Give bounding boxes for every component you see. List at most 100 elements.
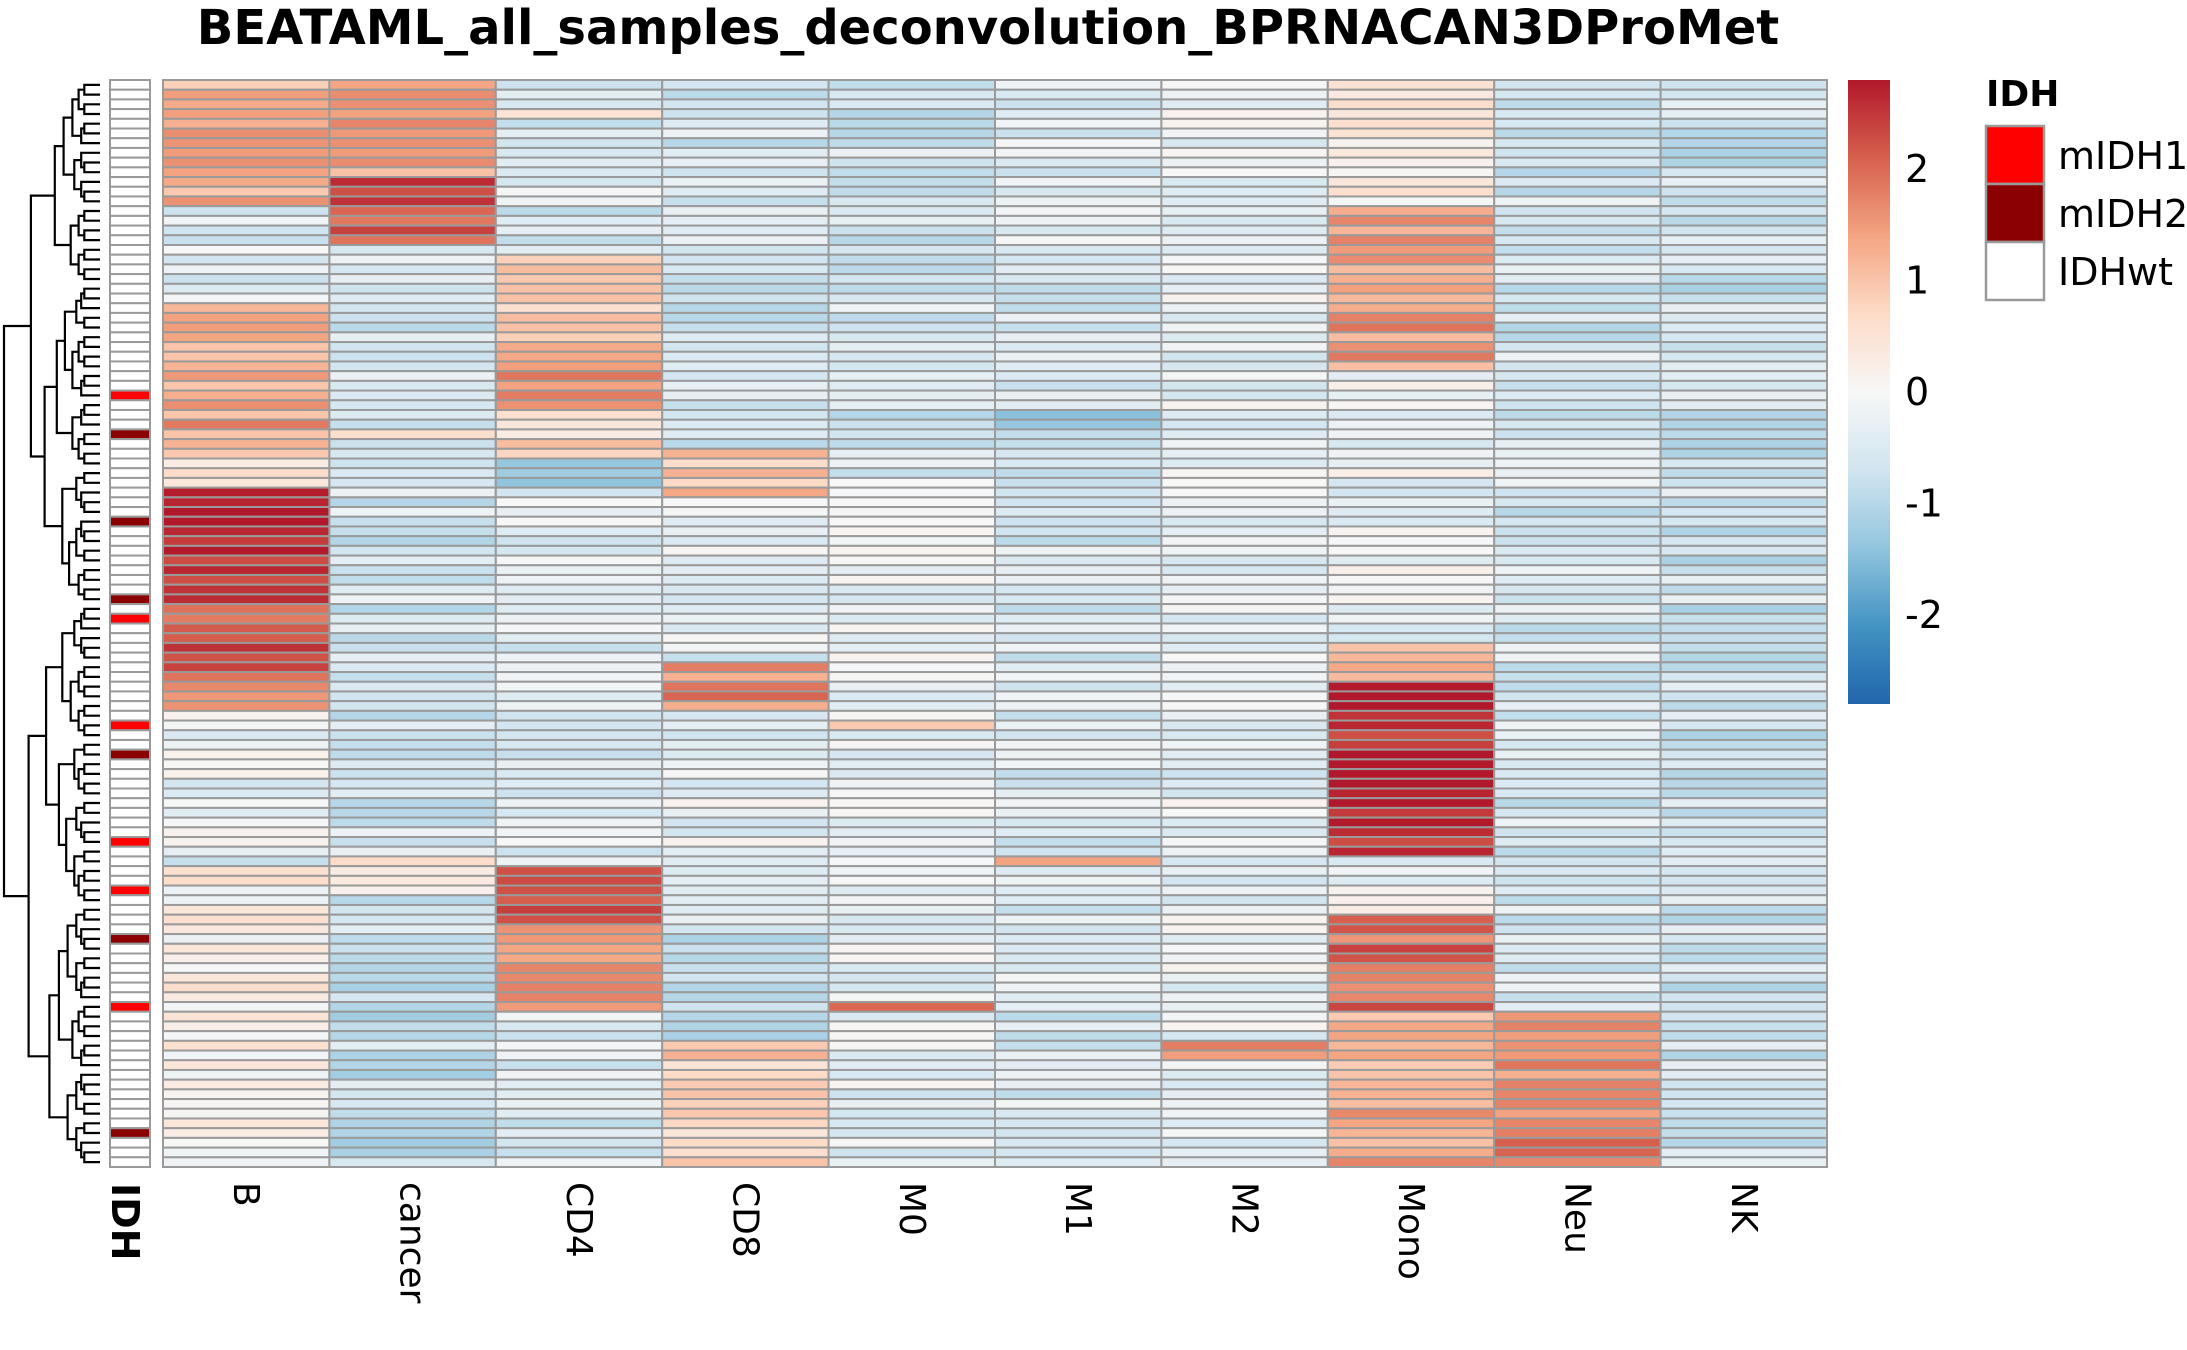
heatmap-cell (162, 127, 331, 140)
heatmap-cell (162, 787, 331, 800)
heatmap-cell (827, 816, 996, 829)
heatmap-cell (328, 603, 497, 615)
idh-annotation-cell (109, 311, 151, 324)
heatmap-cell (494, 224, 664, 237)
heatmap-cell (827, 234, 996, 246)
heatmap-cell (661, 865, 830, 877)
heatmap-cell (1493, 603, 1662, 615)
heatmap-cell (494, 797, 664, 809)
idh-annotation-cell (109, 1010, 151, 1023)
heatmap-cell (1160, 981, 1329, 994)
heatmap-cell (1160, 273, 1329, 285)
heatmap-cell (162, 777, 331, 790)
heatmap-cell (328, 865, 497, 877)
heatmap-cell (1160, 855, 1329, 868)
heatmap-cell (1326, 894, 1496, 906)
heatmap-cell (1659, 457, 1828, 470)
heatmap-cell (494, 651, 664, 664)
heatmap-cell (328, 661, 497, 674)
heatmap-cell (827, 903, 996, 916)
heatmap-cell (827, 719, 996, 732)
heatmap-cell (328, 1010, 497, 1023)
heatmap-cell (661, 263, 830, 276)
heatmap-cell (994, 855, 1163, 868)
heatmap-cell (494, 1088, 664, 1101)
heatmap-cell (1160, 787, 1329, 800)
heatmap-cell (1160, 185, 1329, 198)
heatmap-cell (328, 971, 497, 984)
heatmap-cell (827, 894, 996, 906)
heatmap-cell (494, 476, 664, 489)
heatmap-cell (661, 331, 830, 344)
heatmap-cell (994, 651, 1163, 664)
idh-annotation-cell (109, 98, 151, 111)
heatmap-cell (994, 389, 1163, 402)
heatmap-cell (661, 321, 830, 334)
heatmap-cell (494, 1107, 664, 1120)
heatmap-cell (1493, 700, 1662, 712)
heatmap-cell (162, 952, 331, 965)
heatmap-cell (1493, 622, 1662, 635)
heatmap-cell (494, 680, 664, 693)
heatmap-cell (162, 399, 331, 411)
heatmap-cell (162, 554, 331, 567)
heatmap-cell (661, 816, 830, 829)
heatmap-cell (994, 418, 1163, 431)
heatmap-cell (994, 768, 1163, 780)
heatmap-cell (994, 98, 1163, 111)
heatmap-cell (1659, 1107, 1828, 1120)
heatmap-cell (1493, 544, 1662, 557)
heatmap-cell (1659, 185, 1828, 198)
heatmap-cell (994, 88, 1163, 101)
heatmap-cell (661, 651, 830, 664)
heatmap-cell (1493, 137, 1662, 149)
heatmap-cell (1160, 253, 1329, 266)
heatmap-cell (1659, 603, 1828, 615)
heatmap-cell (1326, 98, 1496, 111)
heatmap-cell (1659, 1146, 1828, 1159)
idh-annotation-cell (109, 1136, 151, 1149)
idh-column-label: IDH (103, 1183, 147, 1260)
heatmap-cell (162, 253, 331, 266)
heatmap-cell (1659, 690, 1828, 703)
heatmap-cell (661, 554, 830, 567)
heatmap-cell (162, 1156, 331, 1169)
heatmap-cell (994, 719, 1163, 732)
heatmap-cell (494, 253, 664, 266)
heatmap-cell (994, 243, 1163, 256)
heatmap-cell (661, 146, 830, 159)
heatmap-cell (162, 1146, 331, 1159)
heatmap-cell (1493, 418, 1662, 431)
row-dendrogram (2, 83, 100, 1164)
heatmap-cell (328, 79, 497, 91)
idh-annotation-cell (109, 874, 151, 887)
heatmap-cell (1493, 981, 1662, 994)
heatmap-cell (994, 554, 1163, 567)
heatmap-cell (1160, 865, 1329, 877)
heatmap-cell (328, 564, 497, 576)
column-label: CD8 (724, 1182, 765, 1258)
heatmap-cell (1493, 205, 1662, 217)
heatmap-cell (1659, 273, 1828, 285)
heatmap-cell (1659, 98, 1828, 111)
heatmap-cell (661, 962, 830, 974)
heatmap-cell (494, 874, 664, 887)
heatmap-cell (162, 874, 331, 887)
heatmap-cell (1659, 709, 1828, 722)
heatmap-cell (1659, 389, 1828, 402)
heatmap-cell (1493, 117, 1662, 130)
heatmap-cell (162, 1030, 331, 1042)
heatmap-cell (661, 1039, 830, 1052)
heatmap-cell (494, 496, 664, 509)
heatmap-cell (1160, 1127, 1329, 1139)
heatmap-cell (494, 438, 664, 450)
heatmap-cell (494, 282, 664, 295)
heatmap-cell (162, 350, 331, 363)
heatmap-cell (827, 612, 996, 625)
heatmap-cell (1326, 350, 1496, 363)
heatmap-cell (1493, 166, 1662, 179)
heatmap-cell (1493, 98, 1662, 111)
heatmap-cell (1160, 1146, 1329, 1159)
heatmap-cell (1659, 418, 1828, 431)
heatmap-cell (994, 146, 1163, 159)
